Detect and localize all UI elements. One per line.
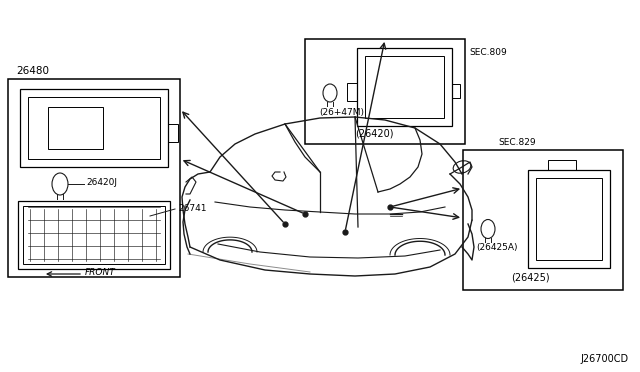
Bar — [548, 160, 576, 170]
Bar — [23, 206, 165, 264]
Text: SEC.809: SEC.809 — [469, 48, 507, 57]
Bar — [20, 89, 168, 167]
Bar — [28, 97, 160, 159]
Bar — [463, 150, 623, 290]
Bar — [357, 48, 452, 126]
Text: (26425A): (26425A) — [476, 243, 518, 252]
Text: 26420J: 26420J — [86, 178, 117, 187]
Polygon shape — [272, 172, 286, 181]
Bar — [168, 124, 178, 142]
Text: FRONT: FRONT — [85, 268, 116, 277]
Bar — [452, 84, 460, 98]
Text: (26425): (26425) — [511, 272, 550, 282]
Bar — [347, 83, 357, 101]
Text: (26+47M): (26+47M) — [319, 108, 364, 117]
Text: SEC.829: SEC.829 — [498, 138, 536, 147]
Text: 26741: 26741 — [178, 204, 207, 213]
Bar — [528, 170, 610, 268]
Bar — [365, 56, 444, 118]
Text: (26420): (26420) — [355, 129, 394, 139]
Bar — [18, 201, 170, 269]
Bar — [48, 107, 103, 149]
Bar — [305, 39, 465, 144]
Bar — [8, 79, 180, 277]
Text: 26480: 26480 — [16, 66, 49, 76]
Bar — [536, 178, 602, 260]
Text: J26700CD: J26700CD — [580, 354, 628, 364]
